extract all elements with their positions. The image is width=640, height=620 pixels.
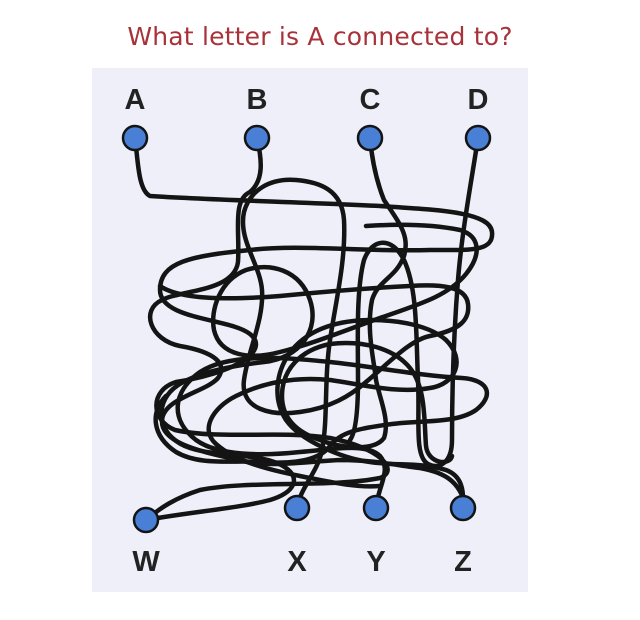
line-from-a bbox=[132, 135, 495, 523]
label-c: C bbox=[359, 84, 381, 116]
line-to-w bbox=[143, 222, 479, 523]
label-b: B bbox=[246, 84, 268, 116]
node-y bbox=[362, 494, 390, 522]
label-d: D bbox=[467, 84, 489, 116]
line-to-x bbox=[157, 177, 471, 511]
node-b bbox=[243, 124, 271, 152]
node-a bbox=[121, 124, 149, 152]
node-w bbox=[132, 506, 160, 534]
node-c bbox=[356, 124, 384, 152]
line-to-y bbox=[153, 355, 490, 511]
bottom-node-group bbox=[132, 494, 477, 534]
label-a: A bbox=[124, 84, 146, 116]
node-x bbox=[283, 494, 311, 522]
label-z: Z bbox=[454, 546, 472, 578]
line-to-z bbox=[206, 317, 466, 511]
label-x: X bbox=[287, 546, 307, 578]
node-d bbox=[464, 124, 492, 152]
label-w: W bbox=[132, 546, 160, 578]
node-z bbox=[449, 494, 477, 522]
puzzle-question: What letter is A connected to? bbox=[127, 22, 513, 51]
top-node-group bbox=[121, 124, 492, 152]
label-y: Y bbox=[366, 546, 386, 578]
